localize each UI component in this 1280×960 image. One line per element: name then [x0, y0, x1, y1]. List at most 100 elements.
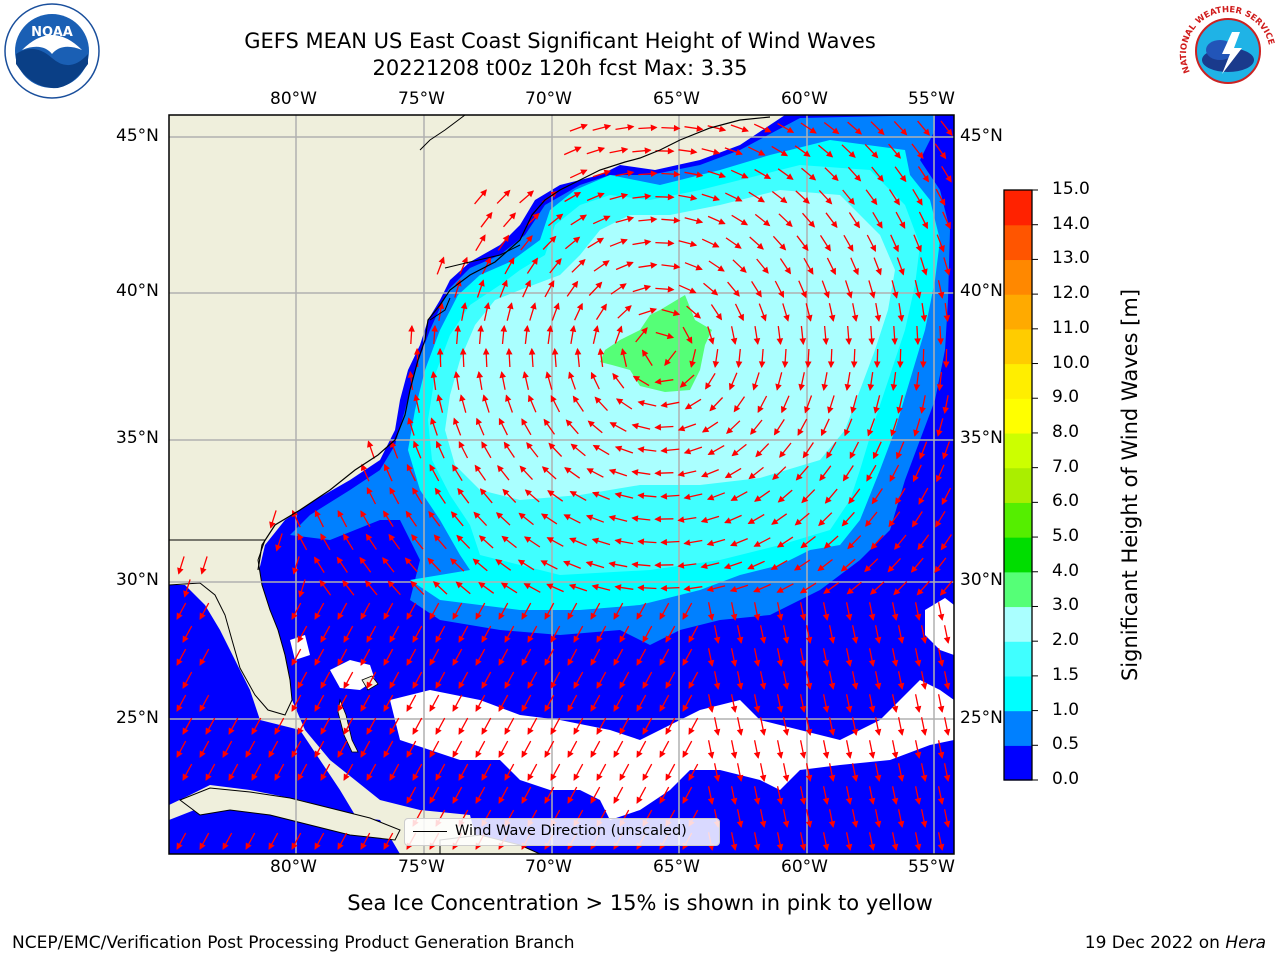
wave-direction-arrowhead [757, 405, 764, 413]
wave-direction-arrowhead [498, 704, 505, 712]
wave-direction-arrowhead [917, 542, 925, 551]
wave-direction-arrowhead [479, 234, 486, 242]
wave-direction-arrowhead [182, 635, 189, 643]
wave-direction-arrowhead [851, 820, 859, 828]
wave-direction-arrowhead [608, 561, 616, 568]
northeast-coast-detail [419, 114, 521, 321]
wave-direction-arrowhead [664, 358, 671, 367]
wave-direction-arrowhead [762, 266, 769, 274]
lat-label-left: 35°N [116, 428, 159, 448]
wave-direction-arrowhead [696, 125, 704, 132]
wave-direction-arrowhead [544, 796, 551, 804]
wave-direction-arrowhead [412, 727, 419, 735]
wave-direction-arrowhead [782, 728, 790, 736]
nws-logo-icon: NATIONAL WEATHER SERVICE [1178, 2, 1278, 100]
wave-direction-arrowhead [806, 314, 813, 322]
lat-label-right: 45°N [960, 126, 1003, 146]
wave-direction-arrowhead [943, 682, 951, 690]
wave-direction-arrowhead [913, 384, 921, 392]
wave-direction-arrowhead [360, 704, 367, 712]
wave-direction-arrowhead [632, 375, 641, 383]
wave-direction-arrowhead [801, 496, 809, 504]
wave-direction-arrowhead [245, 842, 252, 850]
wave-direction-arrowhead [406, 796, 413, 804]
wave-direction-arrowhead [527, 394, 535, 403]
wave-direction-arrowhead [736, 820, 744, 828]
wave-direction-arrowhead [527, 773, 534, 781]
wave-direction-arrowhead [891, 843, 899, 851]
wave-direction-arrowhead [650, 170, 658, 178]
wave-direction-arrowhead [600, 303, 607, 311]
wave-direction-arrowhead [450, 511, 458, 519]
wave-direction-arrowhead [590, 612, 597, 620]
wave-direction-arrowhead [682, 750, 689, 758]
wave-direction-arrowhead [613, 750, 620, 758]
wave-direction-arrowhead [593, 325, 600, 333]
colorbar-tick-label: 15.0 [1052, 179, 1090, 199]
wave-direction-arrowhead [624, 305, 632, 313]
wave-direction-arrowhead [498, 750, 505, 758]
wave-direction-arrowhead [733, 405, 741, 413]
wave-direction-arrowhead [753, 659, 761, 667]
wave-direction-arrowhead [641, 327, 648, 335]
wave-direction-arrowhead [530, 302, 537, 310]
wave-direction-arrowhead [819, 473, 826, 482]
wave-direction-arrowhead [485, 211, 493, 220]
lon-label-top: 65°W [653, 89, 700, 109]
wave-direction-arrowhead [759, 636, 767, 644]
wave-direction-arrowhead [945, 128, 953, 136]
wave-direction-arrowhead [693, 311, 702, 319]
wave-direction-arrowhead [891, 797, 899, 805]
wave-direction-arrowhead [291, 750, 298, 758]
wave-direction-arrowhead [871, 151, 879, 159]
wave-direction-arrowhead [734, 242, 742, 249]
wave-direction-arrowhead [613, 796, 620, 804]
wave-direction-arrowhead [320, 727, 327, 735]
wave-direction-arrowhead [800, 541, 808, 549]
wave-direction-arrowhead [782, 820, 790, 828]
wave-direction-arrowhead [314, 509, 321, 518]
wave-direction-arrowhead [846, 587, 854, 595]
wave-direction-arrowhead [620, 192, 629, 200]
wave-direction-arrowhead [412, 773, 419, 781]
wave-direction-arrowhead [383, 463, 390, 472]
wave-direction-arrowhead [776, 613, 784, 621]
wave-direction-arrowhead [759, 728, 767, 736]
colorbar-segment [1004, 745, 1032, 781]
wave-direction-arrowhead [459, 394, 466, 402]
wave-direction-arrowhead [894, 151, 901, 159]
colorbar-segment [1004, 467, 1032, 503]
wave-direction-arrowhead [544, 658, 551, 666]
wave-direction-arrowhead [677, 562, 685, 569]
wave-direction-arrowhead [770, 563, 778, 570]
wave-direction-arrowhead [939, 198, 946, 206]
wave-direction-arrowhead [920, 774, 928, 782]
wave-direction-arrowhead [920, 361, 927, 369]
wave-direction-arrowhead [780, 405, 788, 414]
wave-direction-arrowhead [205, 773, 212, 781]
wave-direction-arrowhead [436, 347, 444, 355]
wave-direction-arrowhead [572, 236, 581, 244]
wave-direction-arrowhead [431, 324, 438, 332]
wave-direction-arrowhead [450, 558, 458, 566]
wave-direction-arrowhead [498, 417, 505, 426]
wave-direction-arrowhead [453, 417, 460, 425]
wave-direction-arrowhead [314, 612, 321, 620]
colorbar-segment [1004, 398, 1032, 434]
wave-direction-arrowhead [458, 681, 465, 689]
wave-direction-arrowhead [845, 613, 853, 621]
wave-direction-arrowhead [696, 171, 704, 178]
wave-direction-arrowhead [897, 820, 905, 828]
wave-direction-arrowhead [199, 842, 206, 850]
wave-direction-arrowhead [828, 820, 836, 828]
wave-direction-arrowhead [649, 307, 657, 315]
wave-direction-arrowhead [777, 495, 785, 503]
wave-direction-arrowhead [854, 174, 862, 182]
wave-direction-arrowhead [590, 658, 597, 666]
wave-direction-arrowhead [429, 750, 436, 758]
wave-direction-arrowhead [505, 394, 512, 402]
wave-direction-arrowhead [665, 635, 672, 643]
lon-label-top: 60°W [781, 89, 828, 109]
wave-direction-arrowhead [436, 394, 443, 402]
wave-direction-arrowhead [730, 659, 738, 667]
